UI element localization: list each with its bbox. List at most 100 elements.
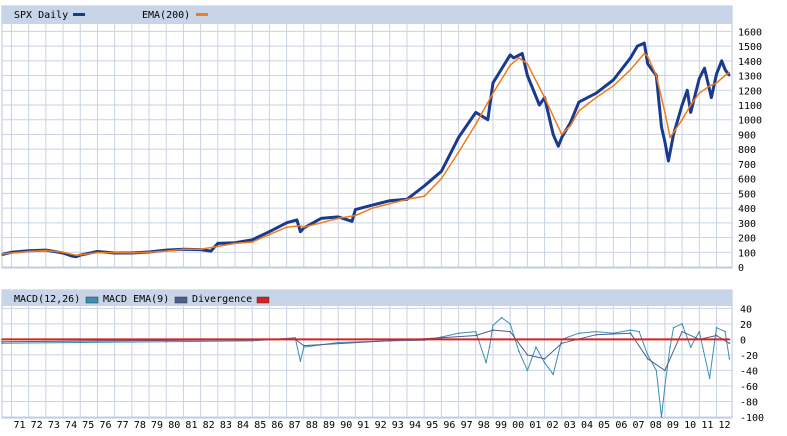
macd-y-tick-label: -80 [740,397,758,408]
divergence-point [543,338,546,341]
ema-200-point [526,62,529,65]
macd-point [595,330,597,333]
ema-200-point [595,96,597,99]
ema-200-point [669,136,671,139]
spx-daily-point [337,216,339,218]
spx-daily-point [440,170,443,173]
price-y-tick-label: 800 [738,145,756,156]
spx-daily-point [681,104,683,106]
ema-200-point [303,226,305,229]
divergence-point [440,338,443,341]
legend-swatch-divergence [256,296,270,304]
ema-200-point [234,242,236,245]
price-y-tick-label: 200 [738,234,756,245]
divergence-point [1,338,3,341]
macd-y-tick-label: -100 [740,413,764,424]
spx-daily-point [492,82,494,84]
macd-point [165,340,168,343]
macd-ema-point [595,333,597,336]
macd-ema-point [681,330,683,333]
ema-200-point [728,71,731,74]
spx-daily-point [578,101,580,103]
macd-point [629,329,632,331]
macd-point [724,330,726,333]
price-y-tick-label: 1100 [738,101,762,112]
legend-label-spx: SPX Daily [14,10,68,21]
macd-point [669,346,671,348]
macd-point [578,332,580,334]
ema-200-point [557,126,560,128]
spx-daily-point [251,238,254,241]
macd-point [664,385,666,387]
spx-daily-point [526,74,529,77]
ema-200-point [354,214,357,217]
spx-daily-point [664,141,666,143]
spx-daily-point [210,250,212,252]
spx-daily-point [552,133,554,136]
x-tick-label: 95 [426,420,438,431]
x-tick-label: 75 [82,420,94,431]
macd-point [500,316,503,319]
macd-point [660,416,663,418]
ema-200-point [182,248,185,251]
ema-200-point [371,207,374,209]
macd-point [672,326,675,329]
spx-daily-point [636,45,639,47]
macd-point [79,341,82,344]
ema-200-point [62,251,64,254]
x-tick-label: 98 [478,420,490,431]
macd-point [526,369,529,372]
macd-y-tick-label: 40 [740,304,752,315]
ema-200-point [285,226,288,229]
x-tick-label: 90 [340,420,352,431]
ema-200-point [337,217,339,220]
macd-point [492,324,494,327]
macd-point [294,337,297,339]
x-tick-label: 91 [357,420,369,431]
macd-ema-point [492,329,494,331]
macd-y-axis: 40 20 0 -20 -40 -60 -80 -100 [740,304,764,424]
x-tick-label: 83 [220,420,232,431]
ema-200-point [131,252,133,254]
price-y-tick-label: 0 [738,263,744,274]
macd-y-tick-label: 0 [740,335,746,346]
x-tick-label: 77 [117,420,129,431]
macd-point [474,330,477,333]
x-tick-label: 88 [306,420,318,431]
macd-point [543,361,546,364]
x-tick-label: 80 [168,420,180,431]
ema-200-point [79,254,82,256]
macd-point [251,340,254,342]
x-tick-label: 99 [495,420,507,431]
ema-200-point [45,249,47,252]
spx-daily-point [285,222,288,224]
macd-point [488,346,491,348]
ema-200-point [268,233,271,236]
ema-200-point [96,251,99,254]
x-tick-label: 97 [461,420,473,431]
spx-daily-point [371,204,374,206]
macd-point [1,342,3,345]
x-tick-label: 89 [323,420,335,431]
spx-daily-point [667,160,670,162]
macd-point [681,323,683,325]
legend-swatch-spx [73,13,85,16]
macd-y-tick-label: -40 [740,366,758,377]
spx-daily-point [70,255,73,257]
macd-ema-point [629,332,632,334]
spx-daily-point [720,60,723,62]
x-tick-label: 79 [151,420,163,431]
price-y-tick-label: 500 [738,189,756,200]
macd-line [1,317,730,418]
x-tick-label: 08 [650,420,662,431]
x-tick-label: 96 [443,420,455,431]
macd-y-tick-label: -60 [740,382,758,393]
x-axis: 71 72 73 74 75 76 77 78 79 80 81 82 83 84 85 86 87 88 89 90… [13,420,730,431]
legend-label-macd: MACD(12,26) [14,294,80,305]
ema-200-point [113,251,116,254]
spx-daily-point [354,208,357,211]
spx-daily-point [715,73,718,75]
x-tick-label: 87 [289,420,301,431]
ema-200-point [251,241,254,243]
